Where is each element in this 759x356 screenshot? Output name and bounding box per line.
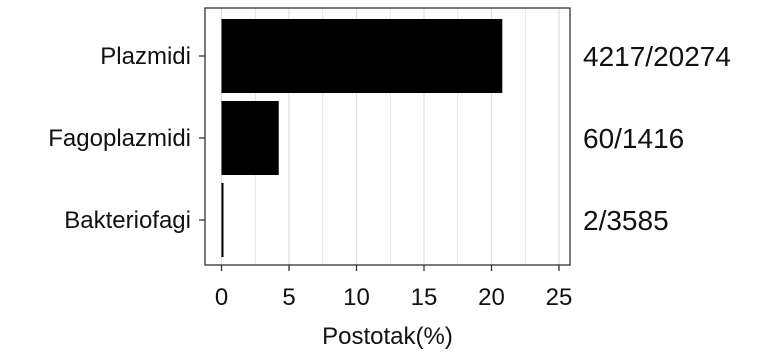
x-tick-label: 20 (478, 284, 505, 311)
category-label: Plazmidi (100, 43, 191, 70)
y-ticks (199, 55, 205, 221)
ratio-annotations: 4217/20274 60/1416 2/3585 (583, 41, 731, 236)
category-label: Fagoplazmidi (48, 125, 191, 152)
x-tick-label: 0 (215, 284, 228, 311)
ratio-annotation: 2/3585 (583, 205, 669, 236)
x-tick-label: 5 (282, 284, 295, 311)
x-tick-label: 15 (411, 284, 438, 311)
ratio-annotation: 4217/20274 (583, 41, 731, 72)
x-tick-label: 25 (546, 284, 573, 311)
bar-plazmidi (221, 19, 503, 93)
category-labels: Plazmidi Fagoplazmidi Bakteriofagi (48, 43, 191, 234)
category-label: Bakteriofagi (64, 207, 191, 234)
bar-fagoplazmidi (221, 101, 279, 175)
x-axis-title: Postotak(%) (322, 323, 453, 350)
x-tick-label: 10 (343, 284, 370, 311)
ratio-annotation: 60/1416 (583, 123, 684, 154)
x-ticks: 0 5 10 15 20 25 (215, 265, 573, 311)
bars (221, 19, 503, 257)
plot-frame (204, 7, 571, 266)
bar-bakteriofagi (221, 183, 224, 257)
